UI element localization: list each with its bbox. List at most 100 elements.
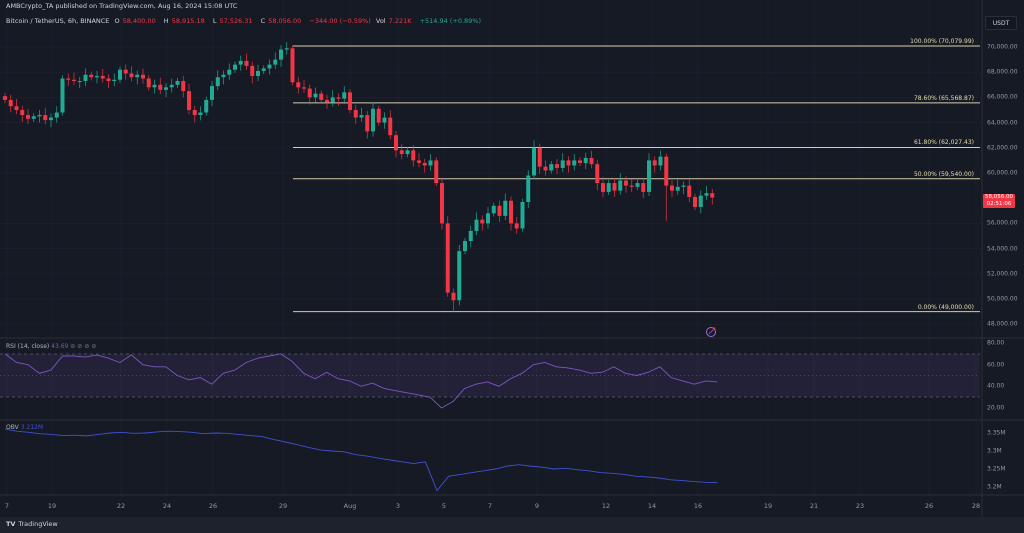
- candle: [106, 74, 111, 89]
- close-value: 58,056.00: [268, 17, 302, 25]
- candle: [399, 144, 404, 160]
- candle: [129, 66, 134, 82]
- candle: [520, 198, 525, 232]
- candle: [72, 72, 76, 86]
- candle: [14, 99, 19, 115]
- tradingview-logo[interactable]: TV TradingView: [6, 520, 58, 528]
- rsi-tick: 40.00: [987, 382, 1005, 390]
- candle: [658, 150, 663, 171]
- currency-button[interactable]: USDT: [985, 16, 1017, 30]
- candle: [158, 77, 163, 94]
- rsi-label: RSI (14, close): [6, 343, 50, 350]
- obv-tick: 3.3M: [987, 447, 1002, 455]
- footer-bar: [0, 517, 1024, 533]
- candle: [135, 70, 140, 85]
- candle: [215, 70, 220, 91]
- candle: [411, 145, 416, 167]
- time-tick: 12: [601, 502, 611, 510]
- high-value: 58,915.18: [171, 17, 205, 25]
- candle: [486, 207, 490, 229]
- candle: [146, 75, 151, 91]
- candle: [83, 68, 88, 87]
- price-tick: 60,000.00: [987, 169, 1018, 177]
- candle: [509, 196, 513, 231]
- alert-icon[interactable]: [706, 327, 716, 337]
- candle: [95, 70, 99, 84]
- time-tick: 5: [441, 502, 447, 510]
- candle: [342, 86, 347, 104]
- candle: [572, 154, 577, 171]
- candle: [204, 96, 209, 116]
- candle: [365, 110, 370, 139]
- low-value: 57,526.31: [219, 17, 253, 25]
- candle: [514, 217, 519, 234]
- time-tick: 16: [693, 502, 703, 510]
- candle: [601, 176, 605, 198]
- candle: [555, 159, 559, 175]
- price-tick: 56,000.00: [987, 219, 1018, 227]
- candle: [221, 70, 226, 85]
- candle: [152, 79, 157, 94]
- candle: [589, 150, 594, 169]
- candle: [175, 77, 180, 88]
- candle: [698, 190, 703, 214]
- candle: [3, 92, 7, 104]
- price-tick: 50,000.00: [987, 295, 1018, 303]
- candle: [307, 84, 312, 105]
- open-value: 58,400.00: [122, 17, 156, 25]
- rsi-tick: 60.00: [987, 361, 1005, 369]
- obv-tick: 3.35M: [987, 429, 1006, 437]
- time-tick: 26: [924, 502, 934, 510]
- candle: [348, 89, 352, 114]
- candle: [8, 94, 13, 113]
- publish-info: AMBCrypto_TA published on TradingView.co…: [6, 2, 238, 10]
- candle: [641, 177, 646, 199]
- time-tick: 24: [162, 502, 172, 510]
- volume-value: 7.221K: [388, 17, 412, 25]
- price-tick: 48,000.00: [987, 320, 1018, 328]
- volume-change: +514.94 (+0.89%): [419, 17, 482, 25]
- symbol-name[interactable]: Bitcoin / TetherUS, 6h, BINANCE: [6, 17, 110, 25]
- candle: [256, 64, 260, 82]
- candle: [532, 140, 536, 180]
- candle: [549, 161, 554, 174]
- candle: [54, 106, 59, 123]
- fib-level-label: 100.00% (70,079.99): [910, 37, 974, 45]
- candle: [60, 75, 65, 116]
- candle: [279, 45, 283, 67]
- candle: [319, 90, 324, 104]
- candle: [664, 153, 669, 221]
- volume-label: Vol: [375, 17, 386, 25]
- bar-countdown: 02:51:06: [986, 201, 1012, 207]
- rsi-tick: 80.00: [987, 339, 1005, 347]
- candle: [267, 59, 272, 75]
- obv-label: OBV: [6, 424, 19, 431]
- fib-retracement[interactable]: [293, 45, 980, 313]
- candle: [233, 61, 237, 73]
- obv-legend[interactable]: OBV 3.212M: [6, 424, 43, 431]
- candle: [681, 181, 686, 195]
- candle: [491, 202, 496, 217]
- candle: [566, 156, 571, 173]
- candle: [578, 157, 582, 167]
- candle: [43, 107, 48, 125]
- candle: [100, 68, 105, 83]
- candle: [359, 107, 364, 122]
- obv-tick: 3.25M: [987, 465, 1006, 473]
- indicator-settings-icons[interactable]: ⊘⊘⊘⊘: [70, 343, 99, 350]
- candle: [26, 108, 30, 124]
- rsi-line: [4, 353, 718, 409]
- time-tick: 22: [116, 502, 126, 510]
- price-tick: 62,000.00: [987, 144, 1018, 152]
- candle: [388, 110, 393, 140]
- price-tick: 52,000.00: [987, 270, 1018, 278]
- open-label: O: [114, 17, 120, 25]
- candle: [434, 157, 439, 187]
- low-label: L: [212, 17, 217, 25]
- price-change: −344.00 (−0.59%): [309, 17, 371, 25]
- time-tick: 7: [487, 502, 493, 510]
- candle: [112, 73, 117, 87]
- rsi-legend[interactable]: RSI (14, close) 43.69 ⊘⊘⊘⊘: [6, 343, 98, 350]
- tradingview-icon: TV: [6, 520, 16, 528]
